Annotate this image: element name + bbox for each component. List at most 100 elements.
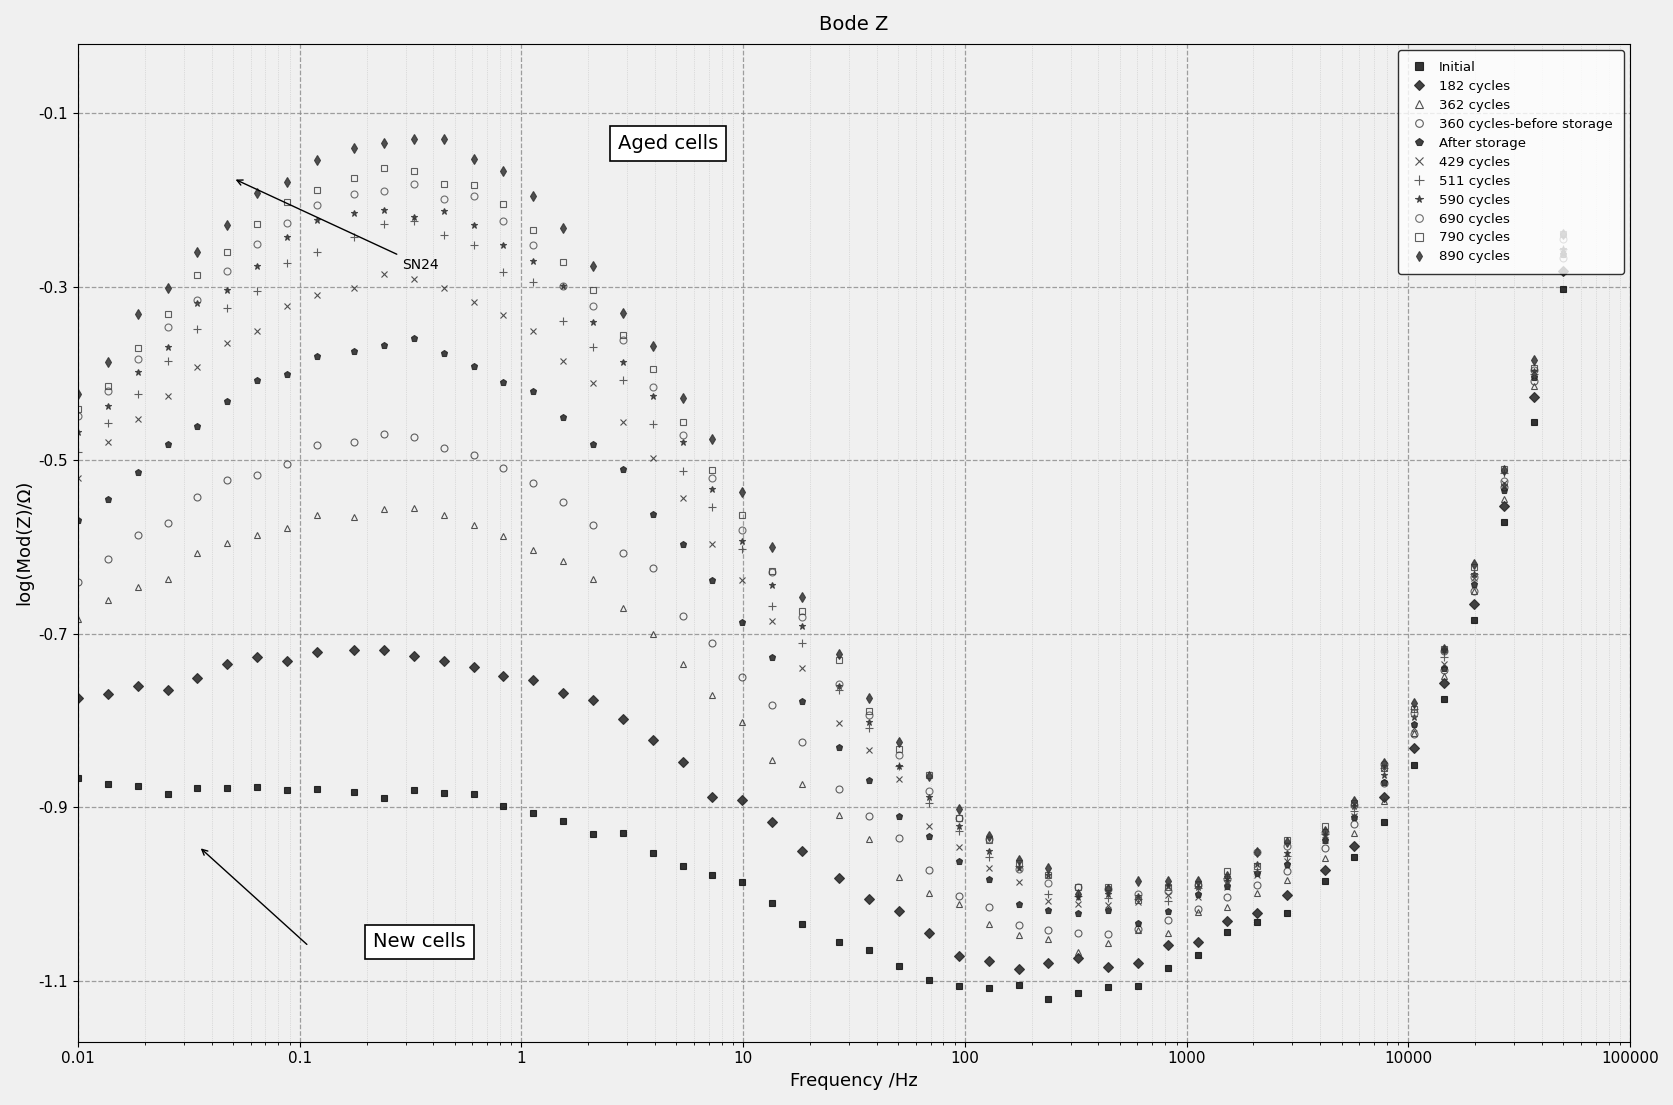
790 cycles <box>1462 560 1482 573</box>
890 cycles <box>69 388 89 401</box>
790 cycles <box>403 164 423 177</box>
After storage <box>673 538 693 551</box>
After storage <box>1374 776 1394 789</box>
690 cycles <box>345 187 365 200</box>
690 cycles <box>69 409 89 422</box>
429 cycles <box>1097 898 1118 912</box>
690 cycles <box>761 565 781 578</box>
790 cycles <box>612 328 632 341</box>
362 cycles <box>69 612 89 625</box>
182 cycles <box>373 644 393 657</box>
890 cycles <box>1374 756 1394 769</box>
429 cycles <box>642 451 663 464</box>
Line: 690 cycles: 690 cycles <box>75 181 1566 897</box>
Initial <box>1007 979 1027 992</box>
After storage <box>761 650 781 663</box>
After storage <box>403 332 423 345</box>
360 cycles-before storage <box>1186 903 1206 916</box>
890 cycles <box>373 137 393 150</box>
690 cycles <box>1404 706 1424 719</box>
Initial <box>1097 981 1118 994</box>
690 cycles <box>612 334 632 347</box>
511 cycles <box>433 229 453 242</box>
590 cycles <box>612 355 632 368</box>
182 cycles <box>1492 498 1512 512</box>
Initial <box>858 944 878 957</box>
182 cycles <box>1374 790 1394 803</box>
182 cycles <box>187 671 207 684</box>
360 cycles-before storage <box>1492 481 1512 494</box>
182 cycles <box>1037 957 1057 970</box>
890 cycles <box>433 133 453 146</box>
690 cycles <box>494 214 514 228</box>
890 cycles <box>1343 794 1363 808</box>
890 cycles <box>1522 354 1543 367</box>
429 cycles <box>858 744 878 757</box>
590 cycles <box>1067 891 1087 904</box>
690 cycles <box>1097 882 1118 895</box>
790 cycles <box>1037 869 1057 882</box>
Initial <box>1246 915 1266 928</box>
590 cycles <box>127 366 147 379</box>
360 cycles-before storage <box>1313 841 1333 854</box>
Initial <box>1434 692 1454 705</box>
Initial <box>276 783 296 797</box>
429 cycles <box>463 295 483 308</box>
After storage <box>731 615 751 629</box>
362 cycles <box>703 688 723 702</box>
362 cycles <box>552 555 572 568</box>
690 cycles <box>433 192 453 206</box>
590 cycles <box>1374 768 1394 781</box>
182 cycles <box>791 845 811 859</box>
362 cycles <box>157 572 177 586</box>
360 cycles-before storage <box>306 438 326 451</box>
360 cycles-before storage <box>157 516 177 529</box>
182 cycles <box>97 687 117 701</box>
890 cycles <box>731 485 751 498</box>
690 cycles <box>97 383 117 397</box>
After storage <box>1462 578 1482 591</box>
360 cycles-before storage <box>828 782 848 796</box>
890 cycles <box>1037 862 1057 875</box>
690 cycles <box>1128 887 1148 901</box>
429 cycles <box>1343 810 1363 823</box>
590 cycles <box>791 620 811 633</box>
Initial <box>524 807 544 820</box>
690 cycles <box>1246 845 1266 859</box>
360 cycles-before storage <box>1216 891 1236 904</box>
590 cycles <box>1522 365 1543 378</box>
429 cycles <box>791 661 811 674</box>
511 cycles <box>187 323 207 336</box>
690 cycles <box>582 298 602 312</box>
590 cycles <box>1343 799 1363 812</box>
511 cycles <box>552 315 572 328</box>
790 cycles <box>306 183 326 197</box>
360 cycles-before storage <box>1128 923 1148 936</box>
429 cycles <box>888 772 908 786</box>
511 cycles <box>761 599 781 612</box>
After storage <box>248 373 268 387</box>
790 cycles <box>217 245 238 259</box>
After storage <box>463 359 483 372</box>
Initial <box>582 828 602 841</box>
360 cycles-before storage <box>1246 878 1266 892</box>
790 cycles <box>1007 856 1027 870</box>
182 cycles <box>949 949 969 962</box>
429 cycles <box>1216 881 1236 894</box>
890 cycles <box>1434 643 1454 656</box>
182 cycles <box>1067 951 1087 965</box>
511 cycles <box>345 231 365 244</box>
790 cycles <box>731 508 751 522</box>
690 cycles <box>276 215 296 229</box>
790 cycles <box>1522 361 1543 375</box>
Legend: Initial, 182 cycles, 362 cycles, 360 cycles-before storage, After storage, 429 c: Initial, 182 cycles, 362 cycles, 360 cyc… <box>1397 51 1623 274</box>
890 cycles <box>1246 845 1266 859</box>
790 cycles <box>1553 227 1573 240</box>
890 cycles <box>1553 228 1573 241</box>
790 cycles <box>69 402 89 415</box>
790 cycles <box>1097 881 1118 894</box>
590 cycles <box>248 259 268 272</box>
511 cycles <box>673 464 693 477</box>
590 cycles <box>494 239 514 252</box>
360 cycles-before storage <box>703 636 723 650</box>
